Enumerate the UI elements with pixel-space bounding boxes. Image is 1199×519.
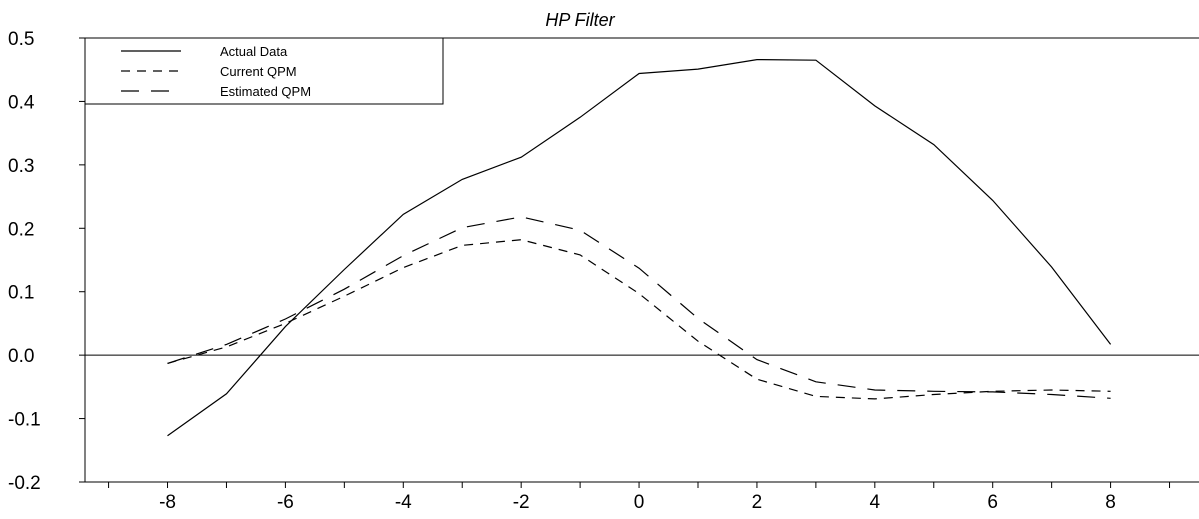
chart-title: HP Filter bbox=[545, 10, 615, 30]
x-tick-label: -4 bbox=[395, 492, 412, 513]
x-tick-label: 0 bbox=[634, 492, 645, 513]
series-line-1 bbox=[167, 58, 1112, 437]
series-layer bbox=[167, 58, 1112, 437]
x-tick-label: -2 bbox=[513, 492, 530, 513]
y-tick-label: 0.1 bbox=[8, 283, 34, 304]
series-line-2 bbox=[167, 239, 1111, 400]
y-tick-label: -0.1 bbox=[8, 410, 41, 431]
x-tick-label: 4 bbox=[870, 492, 881, 513]
axes: -0.2 -0.1 0.0 0.1 0.2 0.3 0.4 0.5 -8 -6 -4 -2 0 2 4 6 8 bbox=[8, 29, 1199, 513]
legend: Actual Data Current QPM Estimated QPM bbox=[84, 37, 444, 105]
legend-label-1: Actual Data bbox=[220, 44, 288, 59]
legend-label-2: Current QPM bbox=[220, 64, 297, 79]
y-tick-label: -0.2 bbox=[8, 473, 41, 494]
x-tick-label: -6 bbox=[277, 492, 294, 513]
x-tick-label: 6 bbox=[987, 492, 998, 513]
y-tick-label: 0.5 bbox=[8, 29, 34, 50]
series-line-3 bbox=[167, 216, 1111, 399]
y-tick-label: 0.2 bbox=[8, 219, 34, 240]
x-tick-label: 2 bbox=[752, 492, 763, 513]
legend-label-3: Estimated QPM bbox=[220, 84, 311, 99]
x-tick-label: -8 bbox=[159, 492, 176, 513]
y-tick-label: 0.0 bbox=[8, 346, 34, 367]
y-tick-label: 0.3 bbox=[8, 156, 34, 177]
x-tick-label: 8 bbox=[1105, 492, 1116, 513]
y-tick-label: 0.4 bbox=[8, 92, 35, 113]
